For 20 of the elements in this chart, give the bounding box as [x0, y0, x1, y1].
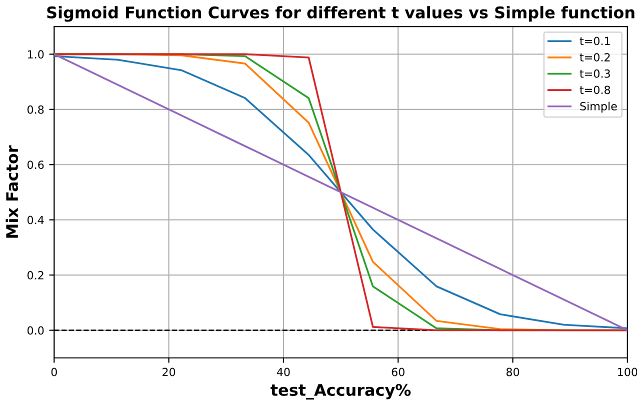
legend-label: Simple [580, 102, 617, 113]
x-tick-label: 20 [162, 368, 176, 376]
chart-title: Sigmoid Function Curves for different t values vs Simple function [47, 6, 634, 22]
y-tick-label: 0.2 [27, 271, 44, 280]
legend-label: t=0.2 [580, 53, 610, 62]
x-tick-label: 80 [506, 368, 520, 376]
y-tick-label: 0.6 [27, 160, 44, 169]
y-tick-label: 0.8 [27, 105, 44, 114]
legend-label: t=0.8 [580, 86, 610, 94]
x-tick-label: 60 [392, 368, 404, 376]
legend-label: t=0.3 [580, 69, 610, 78]
y-tick-label: 0.4 [27, 216, 44, 224]
x-axis-title: test_Accuracy% [270, 384, 411, 400]
legend-label: t=0.1 [580, 36, 610, 46]
x-tick-label: 100 [618, 368, 637, 376]
x-tick-label: 0 [51, 368, 57, 376]
x-tick-label: 40 [276, 368, 290, 376]
y-tick-label: 0.0 [27, 326, 44, 335]
y-axis-title: Mix Factor [6, 145, 18, 238]
y-tick-label: 1.0 [28, 50, 44, 59]
